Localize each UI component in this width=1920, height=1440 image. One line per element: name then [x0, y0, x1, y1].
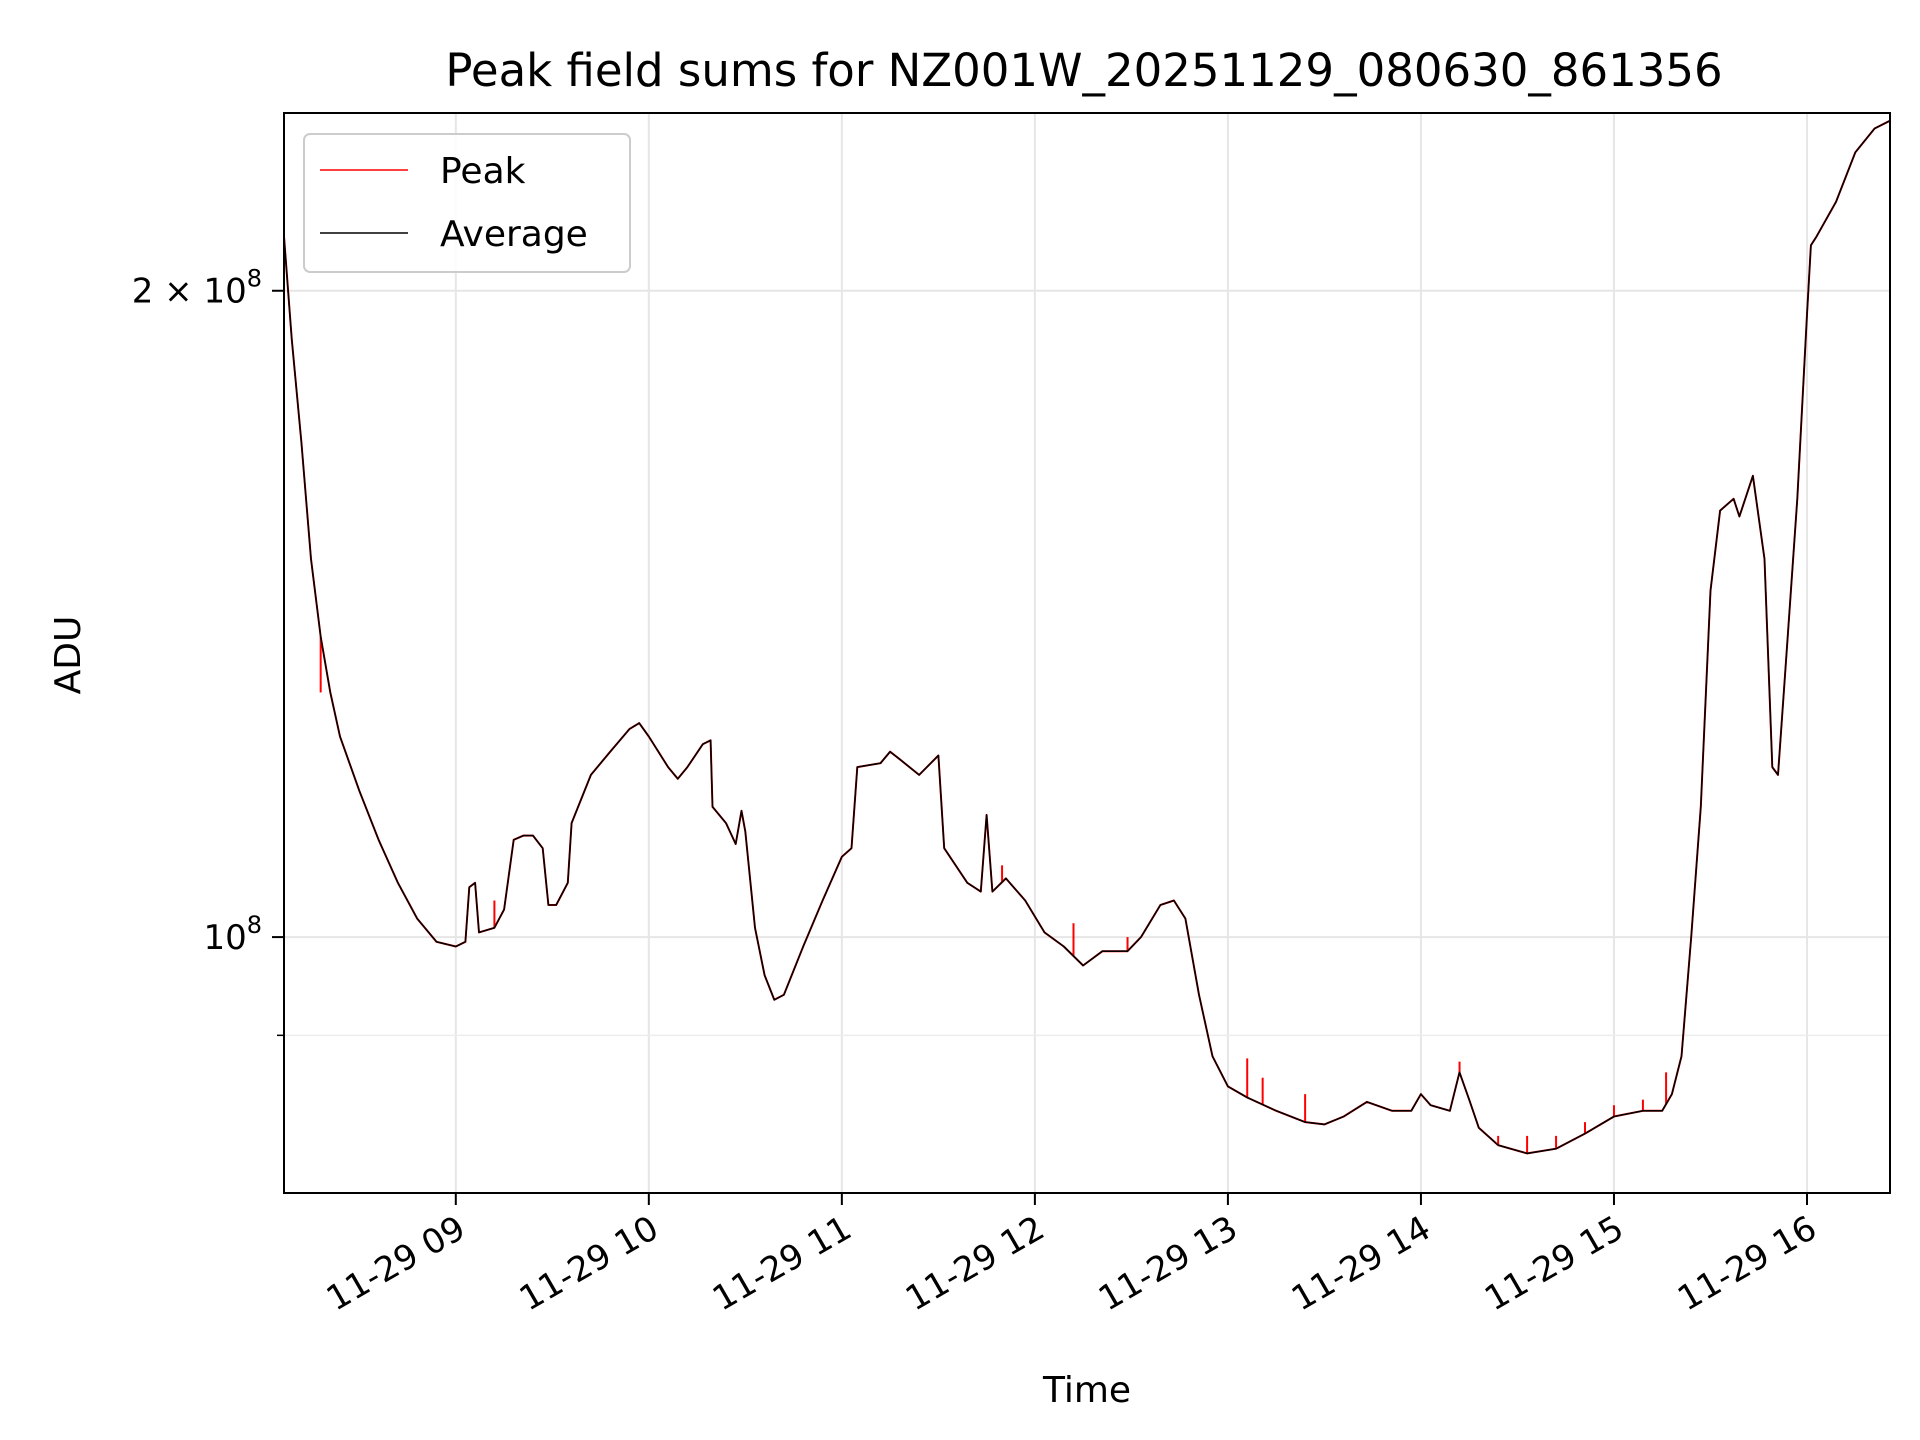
legend-box: [303, 133, 631, 273]
series-line-average: [284, 119, 1890, 1155]
legend-label-peak: Peak: [440, 151, 526, 192]
chart-title: Peak field sums for NZ001W_20251129_0806…: [445, 44, 1722, 97]
plot-frame: [283, 112, 1891, 1194]
plot-area: [284, 119, 1890, 1155]
y-tick-label-1: 2 × 108: [132, 265, 262, 312]
grid: [284, 113, 1890, 1193]
y-tick-label-0: 108: [203, 911, 262, 958]
x-axis-label: Time: [1042, 1370, 1131, 1411]
y-axis: 108 2 × 108: [132, 265, 284, 1037]
y-axis-label: ADU: [48, 616, 89, 695]
series-layer: [284, 119, 1890, 1155]
legend: Peak Average: [303, 133, 631, 273]
legend-label-average: Average: [440, 214, 588, 255]
